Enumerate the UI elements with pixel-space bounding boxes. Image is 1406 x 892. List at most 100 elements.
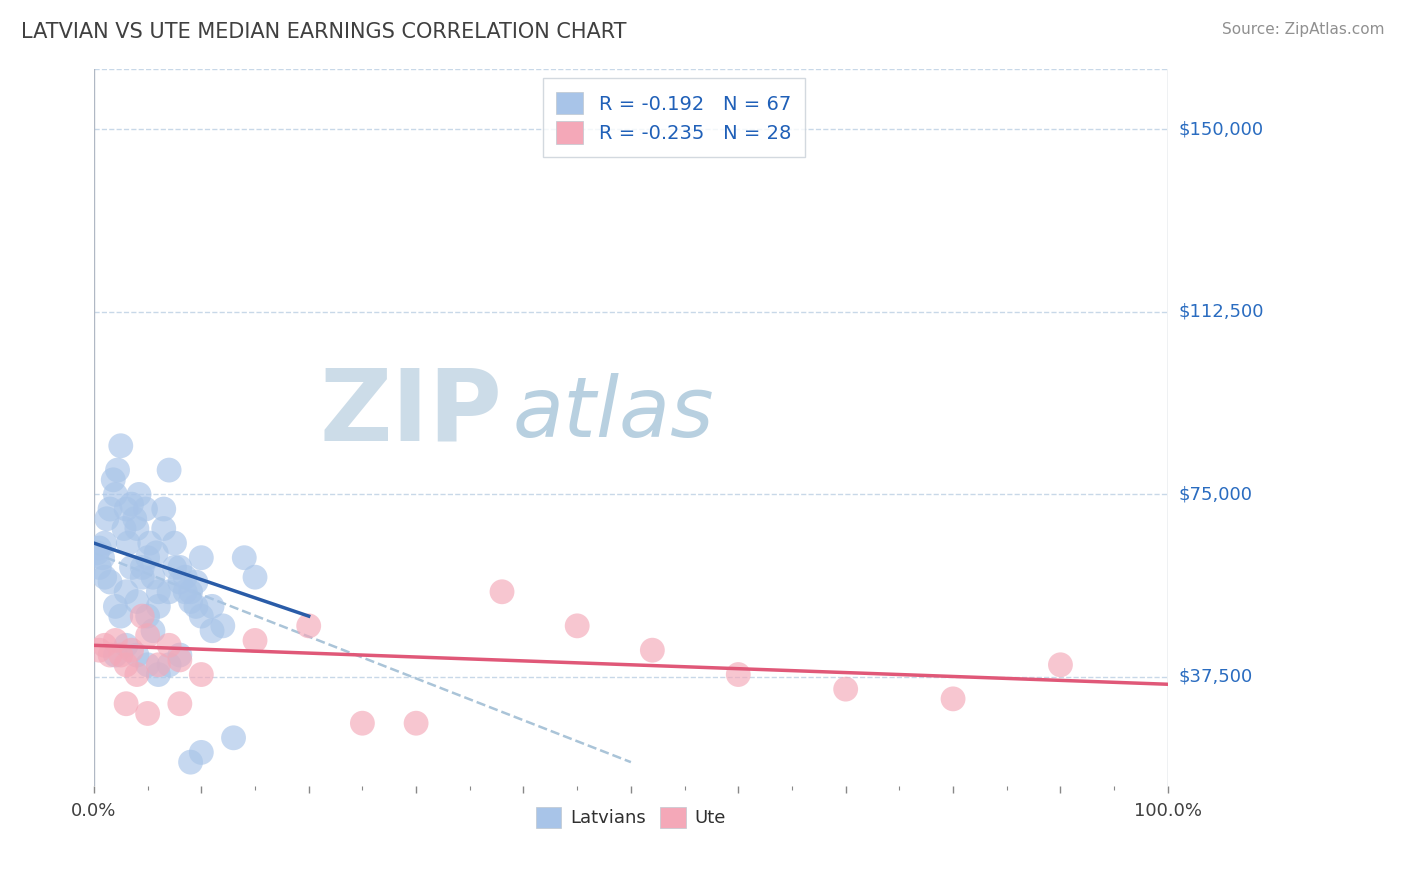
Point — [180, 584, 202, 599]
Point — [145, 546, 167, 560]
Point — [201, 624, 224, 638]
Point — [93, 638, 115, 652]
Text: $75,000: $75,000 — [1180, 485, 1253, 503]
Text: Source: ZipAtlas.com: Source: ZipAtlas.com — [1222, 22, 1385, 37]
Point — [89, 643, 111, 657]
Point — [110, 439, 132, 453]
Point — [121, 560, 143, 574]
Point — [190, 609, 212, 624]
Point — [190, 550, 212, 565]
Point — [211, 619, 233, 633]
Point — [142, 624, 165, 638]
Point — [125, 667, 148, 681]
Point — [405, 716, 427, 731]
Point — [103, 473, 125, 487]
Point — [148, 584, 170, 599]
Point — [131, 570, 153, 584]
Point — [834, 682, 856, 697]
Point — [89, 541, 111, 555]
Point — [136, 609, 159, 624]
Point — [131, 609, 153, 624]
Point — [115, 502, 138, 516]
Point — [180, 755, 202, 769]
Point — [125, 521, 148, 535]
Point — [104, 599, 127, 614]
Point — [190, 746, 212, 760]
Point — [115, 697, 138, 711]
Point — [163, 536, 186, 550]
Point — [121, 497, 143, 511]
Point — [169, 697, 191, 711]
Text: $150,000: $150,000 — [1180, 120, 1264, 138]
Point — [89, 560, 111, 574]
Point — [174, 570, 197, 584]
Point — [169, 653, 191, 667]
Point — [190, 667, 212, 681]
Point — [727, 667, 749, 681]
Point — [112, 521, 135, 535]
Point — [184, 575, 207, 590]
Point — [157, 638, 180, 652]
Point — [298, 619, 321, 633]
Point — [104, 648, 127, 662]
Point — [124, 512, 146, 526]
Point — [98, 648, 121, 662]
Point — [134, 502, 156, 516]
Point — [157, 463, 180, 477]
Point — [104, 633, 127, 648]
Point — [93, 536, 115, 550]
Point — [142, 570, 165, 584]
Point — [86, 546, 108, 560]
Text: $37,500: $37,500 — [1180, 668, 1253, 686]
Point — [110, 609, 132, 624]
Point — [98, 502, 121, 516]
Point — [148, 599, 170, 614]
Point — [136, 706, 159, 721]
Point — [115, 584, 138, 599]
Text: LATVIAN VS UTE MEDIAN EARNINGS CORRELATION CHART: LATVIAN VS UTE MEDIAN EARNINGS CORRELATI… — [21, 22, 627, 42]
Point — [93, 570, 115, 584]
Point — [1049, 657, 1071, 672]
Point — [91, 550, 114, 565]
Point — [491, 584, 513, 599]
Point — [107, 463, 129, 477]
Point — [125, 648, 148, 662]
Point — [169, 648, 191, 662]
Point — [243, 633, 266, 648]
Point — [942, 691, 965, 706]
Point — [131, 560, 153, 574]
Point — [125, 594, 148, 608]
Point — [163, 560, 186, 574]
Point — [243, 570, 266, 584]
Point — [136, 657, 159, 672]
Point — [136, 629, 159, 643]
Text: atlas: atlas — [513, 373, 714, 454]
Point — [169, 560, 191, 574]
Point — [152, 521, 174, 535]
Point — [152, 502, 174, 516]
Point — [148, 667, 170, 681]
Point — [148, 657, 170, 672]
Text: $112,500: $112,500 — [1180, 303, 1264, 321]
Point — [233, 550, 256, 565]
Point — [157, 584, 180, 599]
Point — [98, 575, 121, 590]
Point — [136, 550, 159, 565]
Point — [169, 575, 191, 590]
Point — [115, 657, 138, 672]
Point — [567, 619, 589, 633]
Point — [222, 731, 245, 745]
Point — [96, 512, 118, 526]
Point — [128, 487, 150, 501]
Point — [104, 487, 127, 501]
Point — [352, 716, 374, 731]
Point — [117, 536, 139, 550]
Point — [201, 599, 224, 614]
Point — [121, 643, 143, 657]
Point — [641, 643, 664, 657]
Point — [174, 584, 197, 599]
Point — [184, 599, 207, 614]
Point — [115, 638, 138, 652]
Point — [139, 536, 162, 550]
Text: ZIP: ZIP — [319, 365, 502, 462]
